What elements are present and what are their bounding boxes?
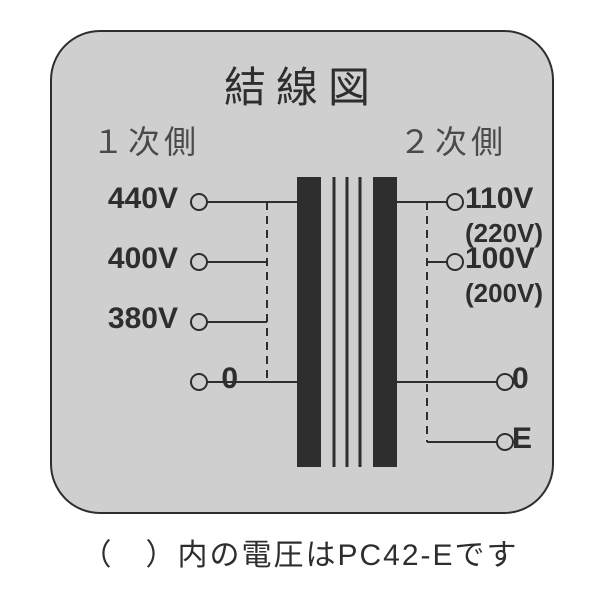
footnote: （ ）内の電圧はPC42-Eです [0, 530, 600, 574]
primary-tap-label: 440V [88, 182, 178, 216]
secondary-tap-label: 0 [512, 362, 600, 396]
primary-tap-label: 0 [148, 362, 238, 396]
secondary-tap-label: 100V(200V) [465, 242, 585, 310]
secondary-tap-label: 110V(220V) [465, 182, 585, 250]
secondary-tap-label: E [512, 422, 600, 456]
primary-tap-label: 400V [88, 242, 178, 276]
primary-tap-label: 380V [88, 302, 178, 336]
